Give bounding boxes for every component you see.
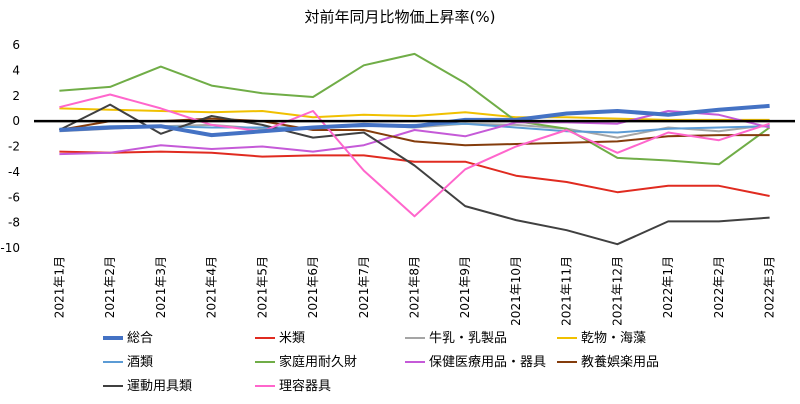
series-line <box>59 107 770 121</box>
x-tick-label: 2021年2月 <box>103 256 117 318</box>
x-tick-label: 2021年7月 <box>357 256 371 318</box>
x-tick-label: 2021年10月 <box>509 256 523 326</box>
y-tick-label: 6 <box>12 38 20 52</box>
x-tick-label: 2022年2月 <box>712 256 726 318</box>
x-tick-label: 2021年6月 <box>306 256 320 318</box>
series-line <box>59 52 771 166</box>
legend-label: 理容器具 <box>279 378 331 394</box>
x-tick-label: 2022年3月 <box>763 256 777 318</box>
legend-label: 米類 <box>279 331 305 346</box>
series-line <box>59 103 770 138</box>
chart-title: 対前年同月比物価上昇率(%) <box>305 8 496 26</box>
legend-label: 教養娯楽用品 <box>581 354 659 370</box>
x-tick-label: 2021年12月 <box>610 256 624 326</box>
y-tick-label: -8 <box>8 216 20 230</box>
legend-item: 酒類 <box>103 355 153 370</box>
y-tick-label: -4 <box>8 165 20 179</box>
legend-label: 牛乳・乳製品 <box>429 331 507 346</box>
x-tick-label: 2021年1月 <box>52 256 66 318</box>
x-tick-label: 2021年11月 <box>560 256 574 326</box>
series-line <box>59 93 770 218</box>
legend-item: 家庭用耐久財 <box>255 354 357 370</box>
legend-item: 運動用具類 <box>103 379 192 394</box>
legend-label: 総合 <box>127 331 153 346</box>
x-tick-label: 2021年5月 <box>255 256 269 318</box>
y-tick-label: 4 <box>12 63 20 77</box>
y-axis-ticks: 6 4 2 0 -2 -4 -6 -8 -10 <box>0 38 20 255</box>
legend-item: 総合 <box>103 331 153 346</box>
legend-item: 乾物・海藻 <box>557 331 646 346</box>
legend-item: 牛乳・乳製品 <box>405 331 507 346</box>
series-line <box>59 150 770 197</box>
x-tick-label: 2022年1月 <box>661 256 675 318</box>
x-tick-label: 2021年4月 <box>205 256 219 318</box>
y-tick-label: -6 <box>8 190 20 204</box>
legend-item: 理容器具 <box>255 378 331 394</box>
legend-label: 運動用具類 <box>127 379 192 394</box>
y-tick-label: -10 <box>0 241 20 255</box>
y-tick-label: 0 <box>12 114 20 128</box>
x-axis-ticks: 2021年1月 2021年2月 2021年3月 2021年4月 2021年5月 2021年… <box>52 256 776 326</box>
legend-label: 家庭用耐久財 <box>279 354 357 370</box>
series-lines <box>58 52 771 246</box>
legend-item: 米類 <box>255 331 305 346</box>
x-tick-label: 2021年9月 <box>458 256 472 318</box>
y-tick-label: 2 <box>12 89 20 103</box>
legend-item: 教養娯楽用品 <box>557 354 659 370</box>
x-tick-label: 2021年8月 <box>408 256 422 318</box>
legend-item: 保健医療用品・器具 <box>405 355 546 370</box>
x-tick-label: 2021年3月 <box>154 256 168 318</box>
legend-label: 乾物・海藻 <box>581 331 646 346</box>
legend-label: 酒類 <box>127 355 153 370</box>
legend-label: 保健医療用品・器具 <box>429 355 546 370</box>
y-tick-label: -2 <box>8 140 20 154</box>
